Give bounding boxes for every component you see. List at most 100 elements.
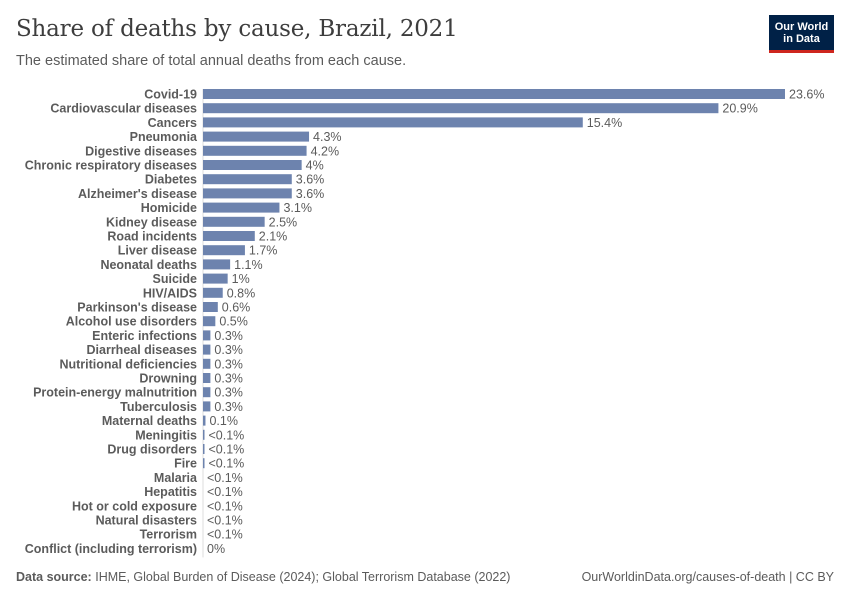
value-label: 0.3%: [214, 372, 243, 386]
value-label: 23.6%: [789, 88, 824, 102]
category-label: Meningitis: [135, 428, 197, 442]
value-label: 1.1%: [234, 258, 263, 272]
category-label: Road incidents: [107, 230, 197, 244]
value-label: 20.9%: [722, 102, 757, 116]
category-label: Suicide: [153, 272, 198, 286]
bar[interactable]: [203, 231, 255, 241]
value-label: 1.7%: [249, 244, 277, 258]
category-label: Pneumonia: [130, 130, 198, 144]
bar[interactable]: [203, 160, 302, 170]
value-label: 3.6%: [296, 187, 325, 201]
category-label: Drug disorders: [107, 443, 197, 457]
category-label: Conflict (including terrorism): [25, 542, 197, 556]
bar[interactable]: [203, 273, 228, 284]
bar[interactable]: [203, 188, 292, 199]
bar[interactable]: [203, 117, 583, 128]
bar[interactable]: [203, 429, 205, 440]
bar[interactable]: [203, 415, 206, 426]
category-label: Fire: [174, 457, 197, 471]
bar[interactable]: [203, 330, 211, 341]
category-label: Diabetes: [145, 173, 197, 187]
bar[interactable]: [203, 458, 205, 469]
logo-line-2: in Data: [783, 33, 820, 45]
value-label: <0.1%: [207, 528, 243, 542]
value-label: <0.1%: [209, 457, 245, 471]
category-label: Cancers: [148, 116, 197, 130]
bar[interactable]: [203, 202, 280, 213]
value-label: <0.1%: [207, 514, 243, 528]
bar[interactable]: [203, 287, 223, 298]
data-source-label: Data source:: [16, 570, 92, 584]
value-label: <0.1%: [207, 499, 243, 513]
category-label: HIV/AIDS: [143, 286, 197, 300]
value-label: 0.3%: [214, 329, 243, 343]
value-label: 2.1%: [259, 230, 288, 244]
value-label: 0.3%: [214, 357, 243, 371]
value-label: 4.2%: [311, 144, 340, 158]
value-label: 0.1%: [209, 414, 238, 428]
value-label: 15.4%: [587, 116, 622, 130]
bar[interactable]: [203, 444, 205, 454]
category-label: Alcohol use disorders: [66, 315, 197, 329]
bar[interactable]: [203, 245, 245, 256]
bar[interactable]: [203, 103, 719, 114]
bar[interactable]: [203, 174, 292, 185]
category-label: Kidney disease: [106, 215, 197, 229]
category-label: Homicide: [141, 201, 197, 215]
chart-title: Share of deaths by cause, Brazil, 2021: [16, 16, 458, 42]
bar[interactable]: [203, 302, 218, 312]
value-label: 0.3%: [214, 386, 243, 400]
category-label: Drowning: [139, 372, 197, 386]
bar[interactable]: [203, 259, 231, 270]
value-label: 4.3%: [313, 130, 342, 144]
logo-accent-bar: [769, 50, 834, 53]
data-source-text[interactable]: IHME, Global Burden of Disease (2024); G…: [95, 570, 511, 584]
category-label: Maternal deaths: [102, 414, 197, 428]
source-url[interactable]: OurWorldinData.org/causes-of-death | CC …: [581, 570, 834, 584]
value-label: 0%: [207, 542, 225, 556]
category-label: Nutritional deficiencies: [59, 357, 197, 371]
data-source: Data source: IHME, Global Burden of Dise…: [16, 570, 510, 584]
bar[interactable]: [203, 216, 265, 227]
category-label: Diarrheal diseases: [87, 343, 198, 357]
category-label: Protein-energy malnutrition: [33, 386, 197, 400]
value-label: 1%: [232, 272, 250, 286]
category-label: Natural disasters: [96, 514, 197, 528]
category-label: Covid-19: [144, 88, 197, 102]
bar[interactable]: [203, 358, 211, 369]
category-label: Alzheimer's disease: [78, 187, 197, 201]
bar[interactable]: [203, 131, 310, 142]
category-label: Hot or cold exposure: [72, 499, 197, 513]
bar[interactable]: [203, 344, 211, 355]
chart-subtitle: The estimated share of total annual deat…: [16, 53, 407, 69]
value-label: 3.1%: [283, 201, 312, 215]
bar[interactable]: [203, 401, 211, 412]
category-label: Terrorism: [140, 528, 197, 542]
value-label: <0.1%: [207, 485, 243, 499]
category-label: Chronic respiratory diseases: [25, 159, 197, 173]
value-label: <0.1%: [207, 471, 243, 485]
category-label: Parkinson's disease: [77, 301, 197, 315]
bar[interactable]: [203, 145, 307, 156]
bar[interactable]: [203, 89, 785, 99]
category-label: Hepatitis: [144, 485, 197, 499]
bar[interactable]: [203, 373, 211, 383]
value-label: <0.1%: [209, 428, 245, 442]
bar[interactable]: [203, 387, 211, 398]
value-label: 2.5%: [269, 215, 298, 229]
value-label: 3.6%: [296, 173, 325, 187]
value-label: 0.8%: [227, 286, 256, 300]
category-label: Malaria: [154, 471, 198, 485]
category-label: Enteric infections: [92, 329, 197, 343]
value-label: 0.3%: [214, 343, 243, 357]
category-label: Cardiovascular diseases: [50, 102, 197, 116]
owid-logo[interactable]: Our World in Data: [769, 15, 834, 53]
category-label: Digestive diseases: [85, 144, 197, 158]
value-label: 0.3%: [214, 400, 243, 414]
value-label: <0.1%: [209, 443, 245, 457]
bar[interactable]: [203, 316, 216, 327]
value-label: 4%: [306, 159, 324, 173]
category-label: Tuberculosis: [120, 400, 197, 414]
logo-line-1: Our World: [774, 21, 829, 33]
